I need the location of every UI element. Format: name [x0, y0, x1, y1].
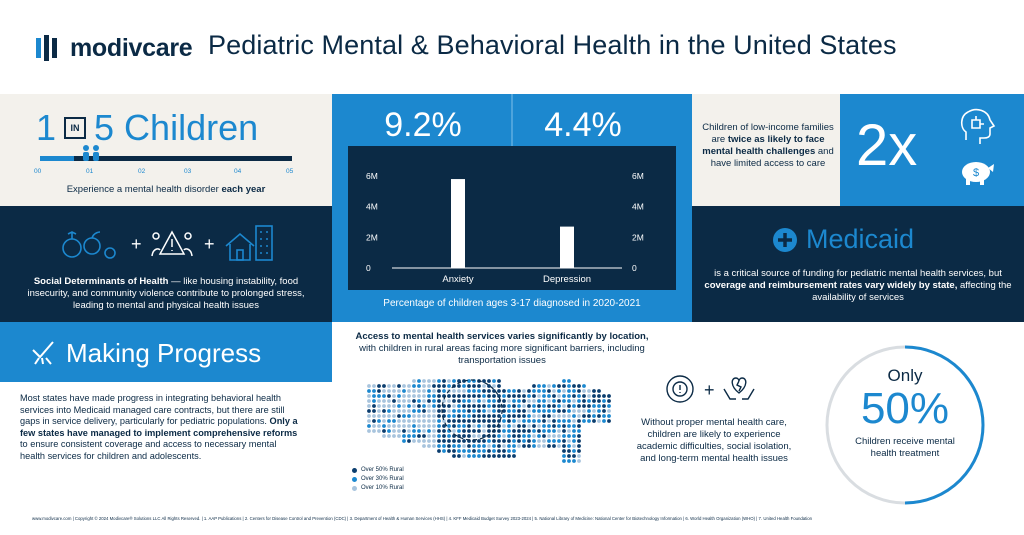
sdoh-text: Social Determinants of Health — like hou…: [27, 276, 305, 311]
y-tick-left: 6M: [366, 171, 378, 181]
diagnosis-bar-chart: 6M 6M 4M 4M 2M 2M 0 0 Anxiety 9.2% Depression 4.4%: [348, 94, 676, 290]
only-label: Only: [887, 366, 923, 385]
piggy-bank-icon: $: [962, 162, 994, 185]
legend-item: Over 30% Rural: [352, 475, 404, 484]
y-tick-left: 0: [366, 263, 371, 273]
food-insecurity-icon: [62, 231, 116, 259]
x-tick-label: Depression: [543, 274, 591, 285]
progress-check-icon: [32, 341, 54, 365]
y-tick-left: 4M: [366, 202, 378, 212]
only-pct: 50%: [860, 384, 950, 433]
stat-one: 1: [36, 107, 57, 148]
medicaid-panel: Medicaid is a critical source of funding…: [692, 206, 1024, 322]
scale-tick-3: 03: [184, 168, 192, 175]
y-tick-right: 4M: [632, 202, 644, 212]
access-text: Access to mental health services varies …: [355, 331, 649, 366]
chart-panel: 6M 6M 4M 4M 2M 2M 0 0 Anxiety 9.2% Depression 4.4% …: [332, 94, 692, 322]
y-tick-right: 6M: [632, 171, 644, 181]
legend-item: Over 10% Rural: [352, 484, 404, 493]
svg-text:$: $: [973, 167, 979, 179]
scale-tick-2: 02: [138, 168, 146, 175]
percent-label: 4.4%: [544, 106, 622, 144]
low-income-text: Children of low-income families are twic…: [702, 122, 834, 169]
stat-five-children: 5 Children: [94, 107, 259, 148]
sdoh-panel: + + Social Determinants of Health — like…: [0, 206, 332, 322]
scale-tick-1: 01: [86, 168, 94, 175]
logo-mark-icon: [36, 35, 57, 61]
one-in-five-caption: Experience a mental health disorder each…: [66, 184, 266, 195]
page-title: Pediatric Mental & Behavioral Health in …: [208, 30, 897, 60]
low-income-panel: Children of low-income families are twic…: [692, 94, 840, 206]
bar-depression: [560, 226, 574, 268]
us-rural-map: [367, 379, 611, 463]
chart-caption: Percentage of children ages 3-17 diagnos…: [383, 298, 641, 309]
community-violence-icon: [151, 230, 193, 257]
footer-text: www.modivcare.com | Copyright © 2024 Mod…: [32, 516, 813, 521]
twice-panel: 2x $: [840, 94, 1024, 206]
map-focus-ring: [441, 379, 503, 441]
ring-fill: [904, 345, 985, 505]
scale-tick-5: 05: [286, 168, 294, 175]
without-care-text: Without proper mental health care, child…: [636, 417, 792, 464]
logo-text: modivcare: [70, 33, 193, 62]
scale-tick-0: 00: [34, 168, 42, 175]
twice-stat: 2x: [856, 113, 918, 178]
map-dots: [367, 379, 611, 463]
scale-bar-fill: [40, 156, 74, 161]
only-caption: Children receive mental health treatment: [855, 436, 955, 459]
medicaid-text: is a critical source of funding for pedi…: [704, 268, 1012, 303]
map-legend: Over 50% Rural Over 30% Rural Over 10% R…: [352, 466, 404, 493]
bar-anxiety: [451, 179, 465, 268]
y-tick-right: 0: [632, 263, 637, 273]
stat-in-box: IN: [64, 117, 87, 139]
broken-heart-hands-icon: [723, 377, 755, 400]
legend-dot: [352, 468, 357, 473]
legend-dot: [352, 477, 357, 482]
chart-plot-area: [348, 146, 676, 290]
medicaid-title: Medicaid: [806, 224, 915, 254]
brain-puzzle-icon: [960, 108, 996, 144]
y-tick-right: 2M: [632, 232, 644, 242]
scale-bar: [40, 156, 292, 161]
legend-item: Over 50% Rural: [352, 466, 404, 475]
anxiety-head-icon: [666, 375, 694, 403]
plus-icon: +: [131, 234, 142, 254]
one-in-five-panel: 1 IN 5 Children 00 01 02 03 04 05 Experi…: [0, 94, 332, 206]
children-icon: [83, 145, 99, 161]
progress-text: Most states have made progress in integr…: [20, 393, 298, 461]
progress-header: Making Progress: [0, 322, 332, 382]
x-tick-label: Anxiety: [442, 274, 473, 285]
plus-icon: +: [704, 380, 715, 400]
logo: modivcare: [36, 33, 193, 63]
treatment-ring: [825, 345, 985, 505]
scale-tick-4: 04: [234, 168, 242, 175]
percent-label: 9.2%: [384, 106, 462, 144]
medical-plus-icon: [773, 227, 797, 252]
y-tick-left: 2M: [366, 232, 378, 242]
progress-title: Making Progress: [66, 338, 262, 368]
housing-icon: [225, 225, 273, 261]
legend-dot: [352, 486, 357, 491]
plus-icon: +: [204, 234, 215, 254]
